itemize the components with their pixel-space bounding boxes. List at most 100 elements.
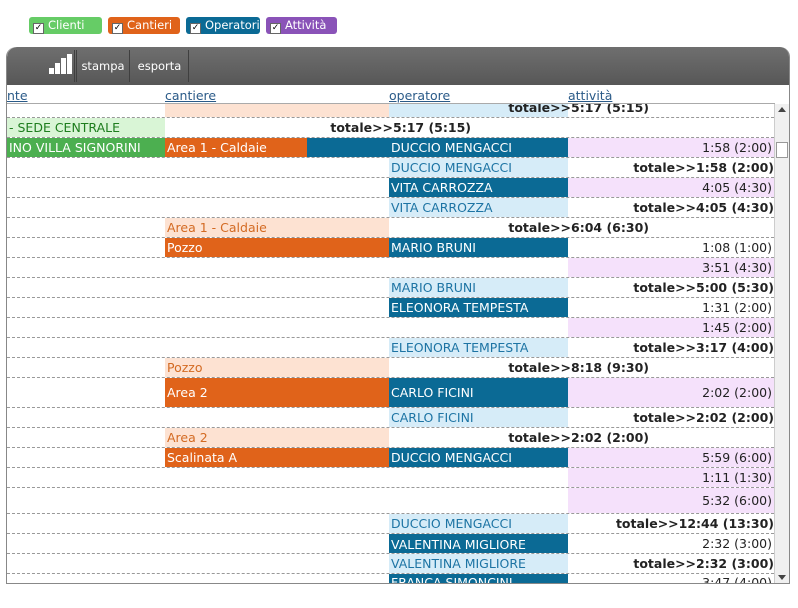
table-row: ELEONORA TEMPESTA totale>>3:17 (4:00) [7, 338, 774, 358]
stampa-button[interactable]: stampa [76, 50, 130, 82]
checkbox-cantieri[interactable]: ✓ [112, 23, 123, 34]
time-value: 4:05 (4:30) [702, 180, 772, 195]
table-row: 5:32 (6:00) [7, 488, 774, 514]
table-row: FRANCA SIMONCINI 3:47 (4:00) [7, 574, 774, 584]
table-row: Pozzo MARIO BRUNI 1:08 (1:00) [7, 238, 774, 258]
operatore-cell[interactable]: CARLO FICINI [389, 378, 568, 407]
time-value: 1:31 (2:00) [702, 300, 772, 315]
cliente-cell[interactable]: INO VILLA SIGNORINI [7, 138, 165, 157]
table-row: Scalinata A DUCCIO MENGACCI 5:59 (6:00) [7, 448, 774, 468]
vertical-scrollbar[interactable] [774, 104, 789, 583]
table-row: Pozzo totale>>8:18 (9:30) [7, 358, 774, 378]
filter-operatori[interactable]: ✓ Operatori [186, 17, 260, 34]
esporta-button[interactable]: esporta [131, 50, 189, 82]
time-value: 1:08 (1:00) [702, 240, 772, 255]
table-row: ELEONORA TEMPESTA 1:31 (2:00) [7, 298, 774, 318]
operatore-cell[interactable]: DUCCIO MENGACCI [389, 448, 568, 467]
table-row: 1:11 (1:30) [7, 468, 774, 488]
cantiere-cell[interactable]: Scalinata A [165, 448, 269, 467]
scroll-down-icon[interactable] [778, 575, 786, 580]
column-cantiere[interactable]: cantiere [165, 88, 217, 103]
cliente-cell[interactable]: - SEDE CENTRALE [7, 118, 165, 137]
total-label: totale>>2:32 (3:00) [633, 556, 774, 571]
table-row: DUCCIO MENGACCI totale>>1:58 (2:00) [7, 158, 774, 178]
toolbar: stampa esporta [7, 47, 789, 85]
operatore-cell[interactable]: MARIO BRUNI [389, 278, 568, 297]
column-attivita[interactable]: attività [568, 88, 613, 103]
attivita-cell [568, 318, 774, 337]
table-row: Area 2 CARLO FICINI 2:02 (2:00) [7, 378, 774, 408]
table-row: VALENTINA MIGLIORE 2:32 (3:00) [7, 534, 774, 554]
total-label: totale>>1:58 (2:00) [633, 160, 774, 175]
bar-chart-icon[interactable] [43, 50, 75, 82]
total-label: totale>>8:18 (9:30) [508, 360, 649, 375]
cantiere-fill [307, 138, 389, 157]
cantiere-cell[interactable]: Area 1 - Caldaie [165, 218, 389, 237]
total-label: totale>>12:44 (13:30) [615, 516, 774, 531]
table-row: totale>>5:17 (5:15) [7, 104, 774, 118]
report-panel: stampa esporta nte cantiere operatore at… [6, 47, 790, 584]
total-label: totale>>6:04 (6:30) [508, 220, 649, 235]
attivita-cell [568, 488, 774, 513]
cantiere-cell[interactable]: Pozzo [165, 238, 389, 257]
scroll-up-icon[interactable] [778, 107, 786, 112]
scroll-thumb[interactable] [776, 142, 788, 158]
attivita-cell [568, 468, 774, 487]
time-value: 2:02 (2:00) [702, 385, 772, 400]
total-label: totale>>5:00 (5:30) [633, 280, 774, 295]
operatore-cell[interactable]: ELEONORA TEMPESTA [389, 338, 568, 357]
attivita-cell [568, 178, 774, 197]
cantiere-cell [165, 104, 389, 117]
total-label: totale>>2:02 (2:00) [508, 430, 649, 445]
operatore-cell [389, 104, 568, 117]
header-divider [7, 103, 775, 104]
table-row: VITA CARROZZA totale>>4:05 (4:30) [7, 198, 774, 218]
operatore-cell[interactable]: DUCCIO MENGACCI [389, 138, 568, 157]
operatore-cell[interactable]: CARLO FICINI [389, 408, 568, 427]
operatore-cell[interactable]: VITA CARROZZA [389, 178, 568, 197]
checkbox-attivita[interactable]: ✓ [270, 23, 281, 34]
column-cliente[interactable]: nte [7, 88, 28, 103]
cantiere-cell[interactable]: Area 2 [165, 428, 389, 447]
table-row: 3:51 (4:30) [7, 258, 774, 278]
time-value: 3:51 (4:30) [702, 260, 772, 275]
checkbox-operatori[interactable]: ✓ [190, 23, 201, 34]
table-row: 1:45 (2:00) [7, 318, 774, 338]
table-row: Area 1 - Caldaie totale>>6:04 (6:30) [7, 218, 774, 238]
filter-attivita-label: Attività [285, 18, 327, 32]
operatore-cell[interactable]: VALENTINA MIGLIORE [389, 534, 568, 553]
checkbox-clienti[interactable]: ✓ [33, 23, 44, 34]
table-row: VALENTINA MIGLIORE totale>>2:32 (3:00) [7, 554, 774, 574]
report-table: totale>>5:17 (5:15) - SEDE CENTRALE tota… [7, 104, 774, 584]
operatore-cell[interactable]: FRANCA SIMONCINI [389, 574, 568, 583]
operatore-cell[interactable]: DUCCIO MENGACCI [389, 514, 568, 533]
total-label: totale>>4:05 (4:30) [633, 200, 774, 215]
table-row: MARIO BRUNI totale>>5:00 (5:30) [7, 278, 774, 298]
filter-clienti-label: Clienti [48, 18, 85, 32]
operatore-cell[interactable]: VITA CARROZZA [389, 198, 568, 217]
cantiere-cell[interactable]: Pozzo [165, 358, 389, 377]
time-value: 1:11 (1:30) [702, 470, 772, 485]
table-row: - SEDE CENTRALE totale>>5:17 (5:15) [7, 118, 774, 138]
operatore-cell[interactable]: DUCCIO MENGACCI [389, 158, 568, 177]
total-label: totale>>2:02 (2:00) [633, 410, 774, 425]
cantiere-fill [269, 448, 389, 467]
total-label: totale>>5:17 (5:15) [508, 104, 649, 115]
filter-clienti[interactable]: ✓ Clienti [29, 17, 102, 34]
time-value: 2:32 (3:00) [702, 536, 772, 551]
operatore-cell[interactable]: ELEONORA TEMPESTA [389, 298, 568, 317]
filter-attivita[interactable]: ✓ Attività [266, 17, 337, 34]
filter-operatori-label: Operatori [205, 18, 260, 32]
time-value: 1:58 (2:00) [702, 140, 772, 155]
attivita-cell [568, 378, 774, 407]
operatore-cell[interactable]: MARIO BRUNI [389, 238, 568, 257]
filter-cantieri[interactable]: ✓ Cantieri [108, 17, 180, 34]
cantiere-cell[interactable]: Area 1 - Caldaie [165, 138, 307, 157]
cantiere-cell[interactable]: Area 2 [165, 378, 389, 407]
column-operatore[interactable]: operatore [389, 88, 451, 103]
time-value: 3:47 (4:00) [702, 575, 772, 584]
filter-cantieri-label: Cantieri [127, 18, 173, 32]
table-row: DUCCIO MENGACCI totale>>12:44 (13:30) [7, 514, 774, 534]
time-value: 1:45 (2:00) [702, 320, 772, 335]
operatore-cell[interactable]: VALENTINA MIGLIORE [389, 554, 568, 573]
